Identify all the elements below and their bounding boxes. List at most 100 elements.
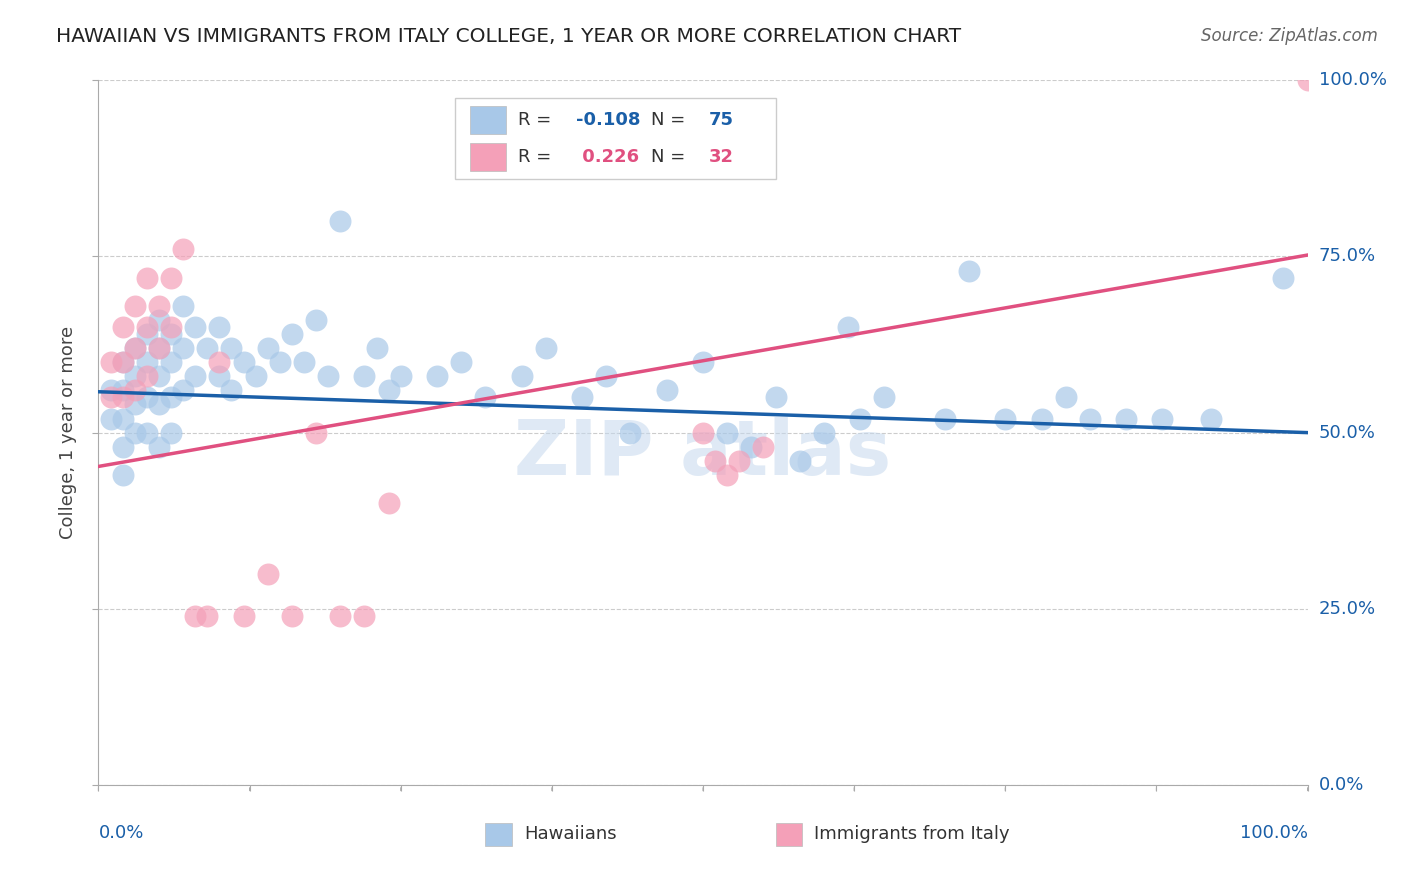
Point bbox=[595, 369, 617, 384]
Text: 0.0%: 0.0% bbox=[98, 824, 143, 842]
Point bbox=[100, 384, 122, 398]
FancyBboxPatch shape bbox=[470, 105, 506, 134]
Point bbox=[789, 454, 811, 468]
Y-axis label: College, 1 year or more: College, 1 year or more bbox=[59, 326, 77, 539]
Point bbox=[655, 384, 678, 398]
Text: ZIP atlas: ZIP atlas bbox=[515, 417, 891, 491]
Point bbox=[148, 341, 170, 355]
Point bbox=[148, 299, 170, 313]
Point bbox=[704, 454, 727, 468]
Point bbox=[172, 341, 194, 355]
Point bbox=[124, 299, 146, 313]
Text: 0.226: 0.226 bbox=[576, 148, 640, 166]
Point bbox=[160, 425, 183, 440]
Point bbox=[135, 270, 157, 285]
Point bbox=[765, 391, 787, 405]
Point bbox=[208, 320, 231, 334]
Text: R =: R = bbox=[517, 148, 557, 166]
Point bbox=[934, 411, 956, 425]
Text: 50.0%: 50.0% bbox=[1319, 424, 1375, 442]
Point bbox=[148, 369, 170, 384]
Point bbox=[377, 496, 399, 510]
Point bbox=[124, 341, 146, 355]
Point bbox=[160, 270, 183, 285]
Point bbox=[100, 411, 122, 425]
Point bbox=[124, 397, 146, 411]
Point bbox=[221, 341, 243, 355]
Point bbox=[305, 313, 328, 327]
Point bbox=[172, 384, 194, 398]
Point bbox=[148, 397, 170, 411]
FancyBboxPatch shape bbox=[776, 823, 803, 846]
Text: Hawaiians: Hawaiians bbox=[524, 825, 617, 843]
Point bbox=[1199, 411, 1222, 425]
Point bbox=[111, 467, 134, 482]
Point bbox=[426, 369, 449, 384]
Point bbox=[849, 411, 872, 425]
Point bbox=[1078, 411, 1101, 425]
Text: -0.108: -0.108 bbox=[576, 111, 641, 128]
Point bbox=[135, 391, 157, 405]
Point bbox=[474, 391, 496, 405]
Text: 75: 75 bbox=[709, 111, 734, 128]
Point bbox=[148, 313, 170, 327]
Point bbox=[305, 425, 328, 440]
Point bbox=[195, 608, 218, 623]
Point bbox=[135, 320, 157, 334]
Point bbox=[510, 369, 533, 384]
Point bbox=[111, 355, 134, 369]
Text: 25.0%: 25.0% bbox=[1319, 599, 1376, 618]
Point bbox=[534, 341, 557, 355]
Point bbox=[316, 369, 339, 384]
Point bbox=[1031, 411, 1053, 425]
Point bbox=[716, 467, 738, 482]
Point bbox=[172, 243, 194, 257]
Text: R =: R = bbox=[517, 111, 557, 128]
Point bbox=[124, 369, 146, 384]
Point bbox=[450, 355, 472, 369]
Point bbox=[740, 440, 762, 454]
Point bbox=[256, 341, 278, 355]
Point bbox=[100, 355, 122, 369]
Point bbox=[184, 320, 207, 334]
Text: 32: 32 bbox=[709, 148, 734, 166]
Point bbox=[111, 440, 134, 454]
Point bbox=[135, 326, 157, 341]
Point bbox=[184, 369, 207, 384]
Point bbox=[1054, 391, 1077, 405]
Point bbox=[281, 326, 304, 341]
Point bbox=[752, 440, 775, 454]
Point bbox=[111, 320, 134, 334]
Point bbox=[873, 391, 896, 405]
Text: 75.0%: 75.0% bbox=[1319, 247, 1376, 266]
Point bbox=[366, 341, 388, 355]
Point bbox=[281, 608, 304, 623]
Point bbox=[329, 608, 352, 623]
Point bbox=[837, 320, 859, 334]
Point bbox=[208, 369, 231, 384]
Point bbox=[160, 355, 183, 369]
Point bbox=[160, 326, 183, 341]
Point bbox=[172, 299, 194, 313]
Point bbox=[353, 369, 375, 384]
Point bbox=[353, 608, 375, 623]
Text: 100.0%: 100.0% bbox=[1240, 824, 1308, 842]
Point bbox=[232, 355, 254, 369]
Point bbox=[292, 355, 315, 369]
Point bbox=[111, 391, 134, 405]
Point bbox=[148, 440, 170, 454]
Point bbox=[111, 384, 134, 398]
Point bbox=[1115, 411, 1137, 425]
Point bbox=[208, 355, 231, 369]
FancyBboxPatch shape bbox=[456, 98, 776, 179]
Point bbox=[160, 320, 183, 334]
Point bbox=[124, 425, 146, 440]
Point bbox=[256, 566, 278, 581]
Point bbox=[148, 341, 170, 355]
Point bbox=[957, 263, 980, 277]
FancyBboxPatch shape bbox=[485, 823, 512, 846]
Point bbox=[111, 355, 134, 369]
Point bbox=[269, 355, 291, 369]
Point bbox=[135, 425, 157, 440]
Point bbox=[111, 411, 134, 425]
